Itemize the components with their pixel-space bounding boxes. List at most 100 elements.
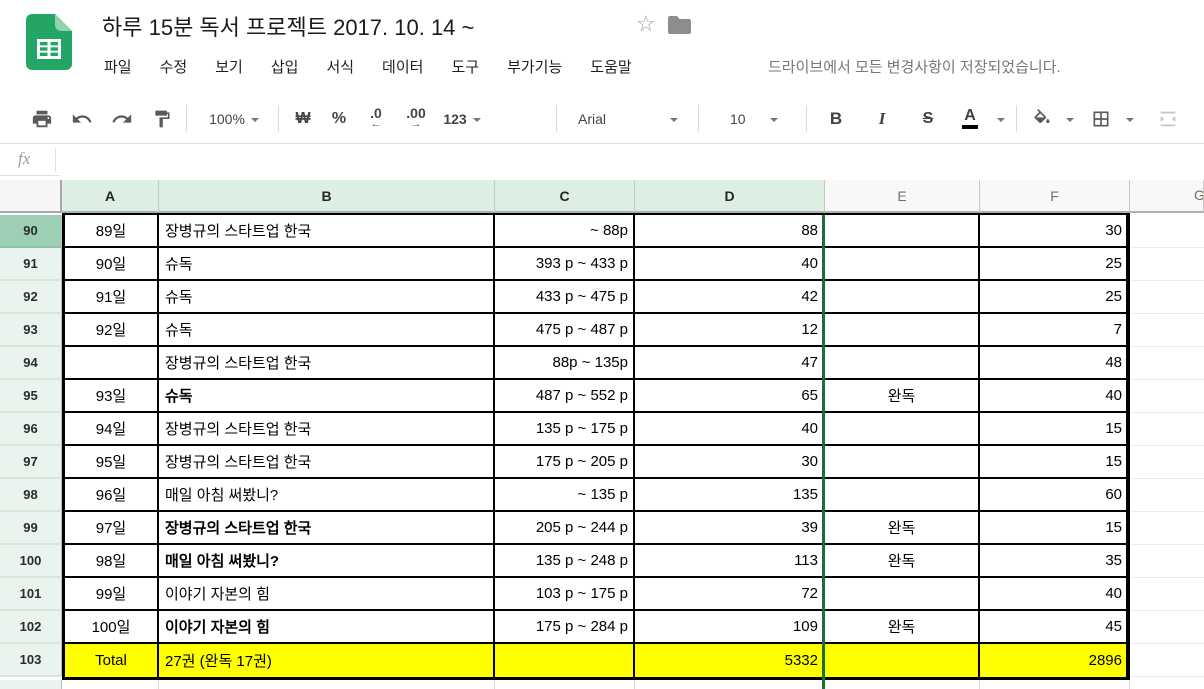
- cell-pages_read-96[interactable]: 40: [635, 413, 825, 446]
- cell-minutes-101[interactable]: 40: [980, 578, 1126, 611]
- cell-day-100[interactable]: 98일: [65, 545, 159, 578]
- cell-g-90[interactable]: [1130, 215, 1204, 248]
- cell-g-97[interactable]: [1130, 446, 1204, 479]
- cell-status-103[interactable]: [825, 644, 980, 677]
- column-header-d[interactable]: D: [635, 180, 825, 213]
- cell-book-92[interactable]: 슈독: [159, 281, 495, 314]
- cell-minutes-93[interactable]: 7: [980, 314, 1126, 347]
- cell-g-93[interactable]: [1130, 314, 1204, 347]
- menu-tools[interactable]: 도구: [451, 59, 480, 76]
- fill-color-button[interactable]: [1026, 94, 1058, 143]
- italic-button[interactable]: I: [878, 108, 886, 128]
- cell-book-98[interactable]: 매일 아침 써봤니?: [159, 479, 495, 512]
- cell-g-100[interactable]: [1130, 545, 1204, 578]
- row-header-93[interactable]: 93: [0, 314, 62, 347]
- cell-day-90[interactable]: 89일: [65, 215, 159, 248]
- cell-pages_read-100[interactable]: 113: [635, 545, 825, 578]
- cell-day-98[interactable]: 96일: [65, 479, 159, 512]
- column-header-e[interactable]: E: [825, 180, 980, 213]
- merge-cells-button[interactable]: [1148, 94, 1188, 143]
- column-header-a[interactable]: A: [62, 180, 159, 213]
- row-header-90[interactable]: 90: [0, 215, 62, 248]
- cell-day-96[interactable]: 94일: [65, 413, 159, 446]
- cell-status-94[interactable]: [825, 347, 980, 380]
- cell-pages_read-102[interactable]: 109: [635, 611, 825, 644]
- cell-book-99[interactable]: 장병규의 스타트업 한국: [159, 512, 495, 545]
- menu-insert[interactable]: 삽입: [270, 59, 299, 76]
- cell-minutes-94[interactable]: 48: [980, 347, 1126, 380]
- cell-minutes-99[interactable]: 15: [980, 512, 1126, 545]
- cell-g-94[interactable]: [1130, 347, 1204, 380]
- text-color-dropdown[interactable]: [988, 94, 1008, 143]
- cell-book-95[interactable]: 슈독: [159, 380, 495, 413]
- cell-pages-91[interactable]: 393 p ~ 433 p: [495, 248, 635, 281]
- select-all-corner[interactable]: [0, 180, 62, 213]
- cell-minutes-90[interactable]: 30: [980, 215, 1126, 248]
- row-header-99[interactable]: 99: [0, 512, 62, 545]
- cell-day-94[interactable]: [65, 347, 159, 380]
- cell-g-103[interactable]: [1130, 644, 1204, 677]
- formula-input[interactable]: [60, 144, 1204, 177]
- percent-format-button[interactable]: %: [331, 110, 347, 127]
- cell-pages_read-93[interactable]: 12: [635, 314, 825, 347]
- cell-pages-103[interactable]: [495, 644, 635, 677]
- row-header-103[interactable]: 103: [0, 644, 62, 677]
- folder-icon[interactable]: [668, 16, 691, 39]
- cell-day-99[interactable]: 97일: [65, 512, 159, 545]
- cell-day-93[interactable]: 92일: [65, 314, 159, 347]
- row-header-101[interactable]: 101: [0, 578, 62, 611]
- cell-minutes-97[interactable]: 15: [980, 446, 1126, 479]
- cell-day-102[interactable]: 100일: [65, 611, 159, 644]
- cell-day-95[interactable]: 93일: [65, 380, 159, 413]
- column-header-c[interactable]: C: [495, 180, 635, 213]
- cell-book-101[interactable]: 이야기 자본의 힘: [159, 578, 495, 611]
- undo-button[interactable]: [64, 94, 100, 143]
- cell-pages_read-94[interactable]: 47: [635, 347, 825, 380]
- cell-status-99[interactable]: 완독: [825, 512, 980, 545]
- menu-help[interactable]: 도움말: [590, 59, 632, 76]
- fill-color-dropdown[interactable]: [1058, 94, 1076, 143]
- row-header-94[interactable]: 94: [0, 347, 62, 380]
- menu-format[interactable]: 서식: [326, 59, 355, 76]
- cell-pages-101[interactable]: 103 p ~ 175 p: [495, 578, 635, 611]
- print-button[interactable]: [24, 94, 60, 143]
- cell-minutes-102[interactable]: 45: [980, 611, 1126, 644]
- cell-pages-92[interactable]: 433 p ~ 475 p: [495, 281, 635, 314]
- cell-pages_read-98[interactable]: 135: [635, 479, 825, 512]
- cell-book-91[interactable]: 슈독: [159, 248, 495, 281]
- cell-day-101[interactable]: 99일: [65, 578, 159, 611]
- cell-pages-99[interactable]: 205 p ~ 244 p: [495, 512, 635, 545]
- row-header-92[interactable]: 92: [0, 281, 62, 314]
- cell-pages_read-95[interactable]: 65: [635, 380, 825, 413]
- cell-day-103[interactable]: Total: [65, 644, 159, 677]
- cell-pages-95[interactable]: 487 p ~ 552 p: [495, 380, 635, 413]
- decrease-decimal-button[interactable]: .0 ←: [370, 104, 382, 130]
- cell-pages-94[interactable]: 88p ~ 135p: [495, 347, 635, 380]
- column-header-b[interactable]: B: [159, 180, 495, 213]
- cell-book-90[interactable]: 장병규의 스타트업 한국: [159, 215, 495, 248]
- increase-decimal-button[interactable]: .00 →: [406, 104, 426, 130]
- menu-edit[interactable]: 수정: [159, 59, 188, 76]
- cell-g-102[interactable]: [1130, 611, 1204, 644]
- redo-button[interactable]: [104, 94, 140, 143]
- row-header-97[interactable]: 97: [0, 446, 62, 479]
- cell-g-91[interactable]: [1130, 248, 1204, 281]
- zoom-select[interactable]: 100%: [198, 94, 270, 143]
- cell-g-92[interactable]: [1130, 281, 1204, 314]
- cell-day-91[interactable]: 90일: [65, 248, 159, 281]
- cell-book-103[interactable]: 27권 (완독 17권): [159, 644, 495, 677]
- cell-pages-97[interactable]: 175 p ~ 205 p: [495, 446, 635, 479]
- cell-pages_read-99[interactable]: 39: [635, 512, 825, 545]
- cell-pages_read-90[interactable]: 88: [635, 215, 825, 248]
- cell-pages_read-91[interactable]: 40: [635, 248, 825, 281]
- cell-pages-102[interactable]: 175 p ~ 284 p: [495, 611, 635, 644]
- cell-g-99[interactable]: [1130, 512, 1204, 545]
- row-header-95[interactable]: 95: [0, 380, 62, 413]
- cell-minutes-98[interactable]: 60: [980, 479, 1126, 512]
- cell-g-98[interactable]: [1130, 479, 1204, 512]
- font-family-select[interactable]: Arial: [566, 94, 690, 143]
- strikethrough-button[interactable]: S: [922, 109, 934, 127]
- cell-pages_read-101[interactable]: 72: [635, 578, 825, 611]
- cell-minutes-95[interactable]: 40: [980, 380, 1126, 413]
- menu-data[interactable]: 데이터: [382, 59, 424, 76]
